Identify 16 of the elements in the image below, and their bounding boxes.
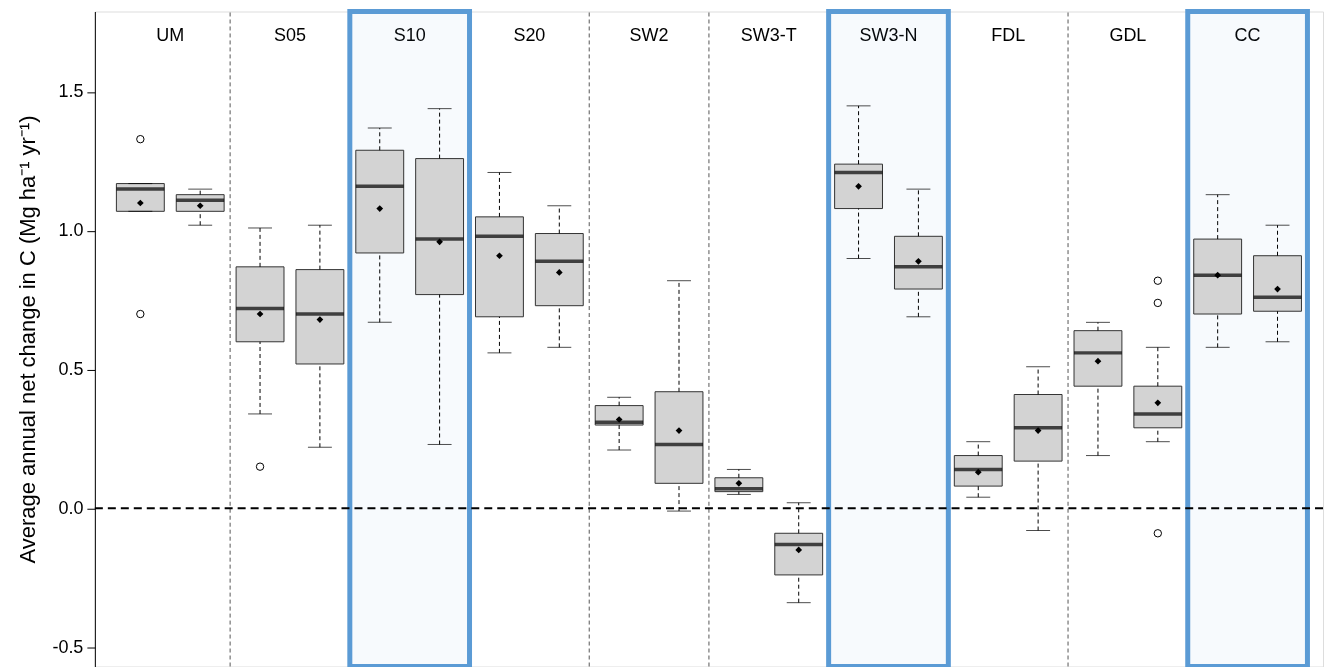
x-tick-label: S05: [273, 24, 306, 45]
y-tick-label: 0.5: [58, 359, 84, 380]
x-tick-label: S20: [513, 24, 546, 45]
x-tick-label: GDL: [1109, 24, 1147, 45]
y-tick-label: -0.5: [52, 636, 84, 657]
x-tick-label: CC: [1234, 24, 1261, 45]
x-tick-label: SW2: [629, 24, 669, 45]
y-axis-title: Average annual net change in C (Mg ha⁻¹ yr⁻¹): [15, 115, 41, 564]
x-tick-label: SW3-T: [740, 24, 797, 45]
x-tick-label: UM: [156, 24, 185, 45]
y-tick-label: 0.0: [58, 497, 84, 518]
y-tick-label: 1.0: [58, 220, 84, 241]
x-tick-label: SW3-N: [859, 24, 918, 45]
x-tick-label: FDL: [991, 24, 1026, 45]
x-tick-label: S10: [393, 24, 426, 45]
y-tick-label: 1.5: [58, 81, 84, 102]
